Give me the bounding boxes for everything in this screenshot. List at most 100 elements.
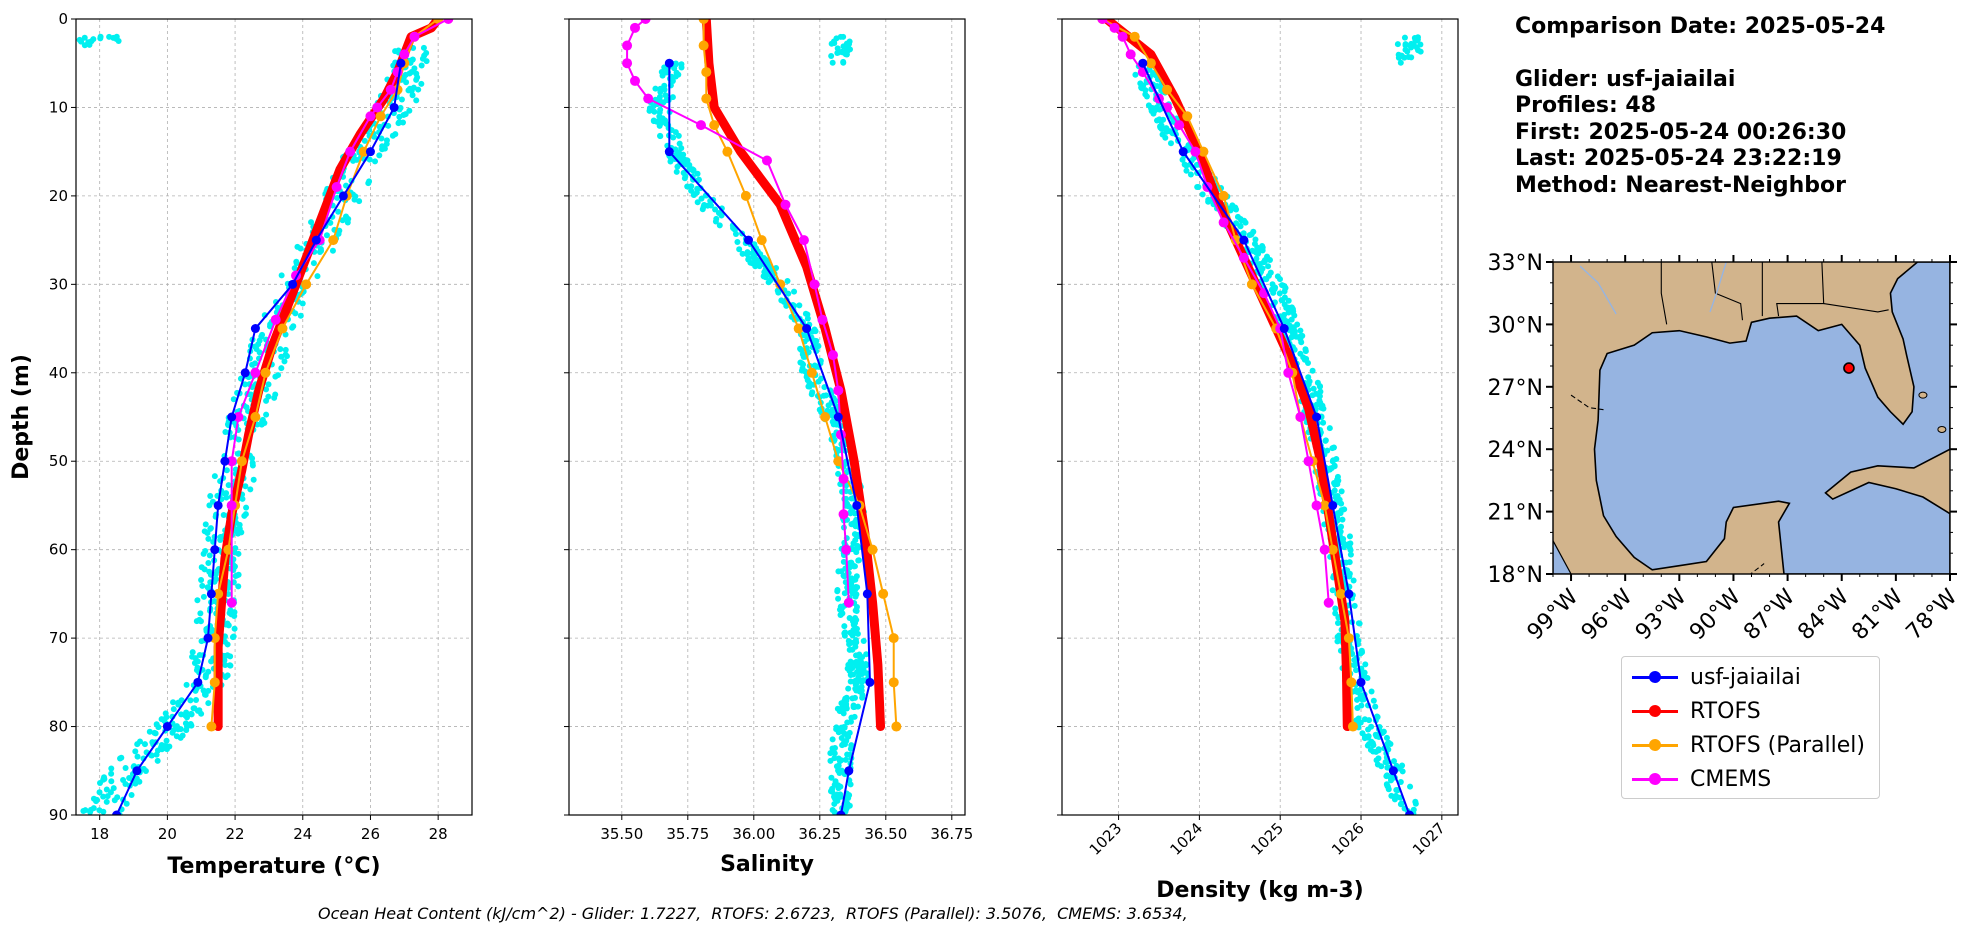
scatter-point	[1331, 479, 1338, 486]
scatter-point	[856, 664, 863, 671]
scatter-point	[225, 482, 232, 489]
scatter-point	[223, 467, 230, 474]
scatter-point	[840, 59, 847, 66]
scatter-point	[712, 206, 719, 213]
scatter-point	[278, 272, 285, 279]
scatter-point	[418, 62, 425, 69]
x-tick-label: 20	[158, 825, 177, 843]
last-time: Last: 2025-05-24 23:22:19	[1515, 146, 1842, 171]
series-marker	[622, 58, 633, 69]
scatter-point	[389, 132, 396, 139]
scatter-point	[1310, 385, 1317, 392]
series-marker	[385, 84, 396, 95]
scatter-point	[734, 239, 741, 246]
scatter-point	[845, 733, 852, 740]
series-marker	[793, 323, 804, 334]
scatter-point	[845, 685, 852, 692]
scatter-point	[1318, 404, 1325, 411]
scatter-point	[837, 791, 844, 798]
series-marker	[817, 314, 828, 325]
series-marker	[209, 633, 220, 644]
scatter-point	[141, 741, 148, 748]
scatter-point	[196, 616, 203, 623]
scatter-point	[834, 586, 841, 593]
scatter-point	[1388, 792, 1395, 799]
scatter-point	[750, 259, 757, 266]
scatter-point	[657, 85, 664, 92]
scatter-point	[860, 667, 867, 674]
series-marker	[709, 120, 720, 131]
scatter-point	[1309, 367, 1316, 374]
series-marker	[762, 155, 772, 166]
scatter-point	[830, 421, 837, 428]
scatter-point	[858, 687, 865, 694]
series-marker	[640, 19, 651, 24]
scatter-point	[208, 626, 215, 633]
series-marker	[277, 323, 288, 334]
scatter-point	[1339, 516, 1346, 523]
scatter-point	[137, 738, 144, 745]
scatter-point	[840, 33, 847, 40]
scatter-point	[201, 528, 208, 535]
y-axis-label: Depth (m)	[9, 354, 34, 480]
x-tick-label: 36.00	[732, 825, 775, 843]
scatter-point	[413, 76, 420, 83]
scatter-point	[418, 80, 425, 87]
scatter-point	[1374, 713, 1381, 720]
series-line	[668, 62, 871, 815]
scatter-point	[784, 277, 791, 284]
series-marker	[365, 147, 375, 157]
scatter-point	[413, 70, 420, 77]
scatter-point	[202, 673, 209, 680]
scatter-point	[1402, 46, 1409, 53]
scatter-point	[828, 53, 835, 60]
scatter-point	[205, 700, 212, 707]
scatter-point	[231, 625, 238, 632]
scatter-point	[122, 764, 129, 771]
scatter-point	[228, 611, 235, 618]
series-marker	[701, 67, 712, 78]
series-usf-jaiailai	[112, 58, 406, 815]
scatter-point	[1266, 256, 1273, 263]
series-marker	[622, 40, 633, 51]
scatter-point	[847, 559, 854, 566]
series-marker	[838, 509, 849, 520]
border-line	[1823, 303, 1889, 313]
scatter-point	[153, 721, 160, 728]
legend-label: RTOFS	[1690, 698, 1761, 724]
scatter-point	[294, 243, 301, 250]
scatter-point	[1382, 759, 1389, 766]
scatter-point	[221, 657, 228, 664]
scatter-point	[90, 36, 97, 43]
scatter-point	[1333, 455, 1340, 462]
x-tick-label: 24	[293, 825, 312, 843]
scatter-point	[290, 323, 297, 330]
scatter-point	[343, 182, 350, 189]
scatter-point	[838, 735, 845, 742]
scatter-point	[1246, 232, 1253, 239]
scatter-point	[1157, 124, 1164, 131]
scatter-point	[796, 302, 803, 309]
scatter-point	[398, 96, 405, 103]
series-marker	[1356, 677, 1366, 687]
scatter-point	[199, 582, 206, 589]
scatter-point	[339, 217, 346, 224]
scatter-point	[408, 88, 415, 95]
series-marker	[833, 412, 843, 422]
scatter-point	[1300, 354, 1307, 361]
series-marker	[828, 350, 838, 361]
scatter-point	[842, 705, 849, 712]
scatter-point	[1237, 223, 1244, 230]
scatter-point	[406, 107, 413, 114]
scatter-point	[1279, 282, 1286, 289]
scatter-point	[1360, 696, 1367, 703]
scatter-point	[1285, 304, 1292, 311]
scatter-point	[108, 765, 115, 772]
scatter-point	[239, 495, 246, 502]
scatter-point	[1251, 240, 1258, 247]
scatter-point	[841, 623, 848, 630]
scatter-point	[1142, 91, 1149, 98]
scatter-point	[277, 346, 284, 353]
y-tick-label: 10	[49, 98, 68, 116]
scatter-point	[1417, 48, 1424, 55]
